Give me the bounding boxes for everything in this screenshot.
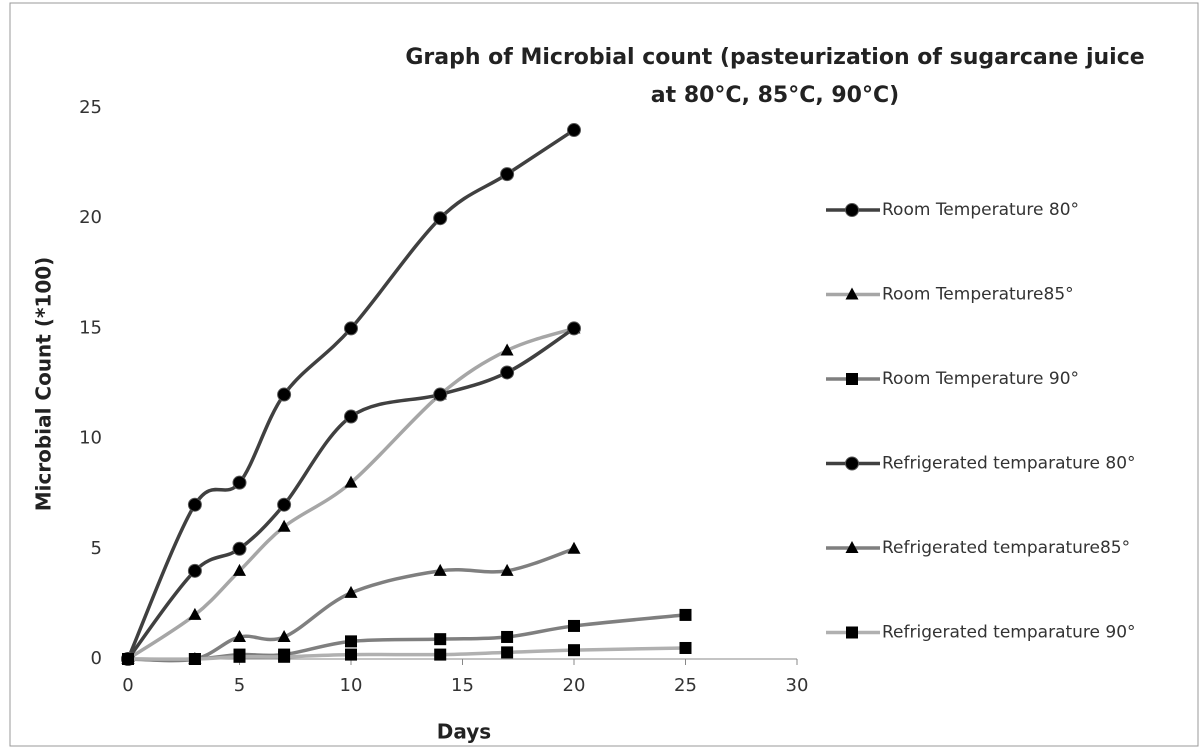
legend-label: Refrigerated temparature85° bbox=[882, 538, 1130, 558]
data-point bbox=[567, 321, 581, 336]
x-tick-label: 15 bbox=[451, 675, 474, 696]
legend-label: Room Temperature85° bbox=[882, 285, 1074, 305]
data-point bbox=[277, 497, 292, 512]
x-tick-label: 20 bbox=[563, 675, 586, 696]
data-point bbox=[187, 497, 202, 512]
data-point bbox=[434, 648, 447, 661]
data-point bbox=[433, 211, 448, 226]
series-line bbox=[126, 128, 575, 660]
x-tick-label: 10 bbox=[340, 675, 363, 696]
data-point bbox=[233, 650, 246, 663]
y-tick-label: 0 bbox=[91, 648, 102, 669]
data-point bbox=[278, 650, 291, 663]
data-point bbox=[501, 630, 514, 643]
y-axis-label: Microbial Count (*100) bbox=[32, 257, 56, 512]
chart-border bbox=[9, 2, 1199, 747]
legend-marker bbox=[845, 541, 859, 553]
data-point bbox=[187, 563, 202, 578]
legend-label: Room Temperature 90° bbox=[882, 369, 1079, 389]
data-point bbox=[345, 648, 357, 661]
data-point bbox=[344, 409, 358, 424]
data-point bbox=[345, 635, 357, 648]
data-point bbox=[500, 167, 515, 182]
series-line bbox=[127, 646, 686, 661]
data-point bbox=[500, 563, 514, 576]
data-point bbox=[501, 646, 514, 659]
data-point bbox=[434, 633, 447, 646]
data-point bbox=[433, 563, 447, 576]
x-tick-label: 30 bbox=[786, 675, 809, 696]
y-tick-label: 20 bbox=[79, 207, 102, 228]
y-tick-label: 25 bbox=[79, 97, 102, 118]
data-point bbox=[188, 653, 201, 665]
legend-marker bbox=[845, 203, 859, 217]
data-point bbox=[232, 475, 247, 490]
data-point bbox=[277, 387, 292, 402]
data-point bbox=[233, 563, 246, 576]
data-point bbox=[344, 475, 358, 488]
x-tick-label: 5 bbox=[234, 675, 245, 696]
legend-label: Refrigerated temparature 90° bbox=[882, 623, 1136, 643]
y-tick-label: 10 bbox=[79, 428, 102, 449]
data-point bbox=[500, 343, 514, 356]
legend-marker bbox=[845, 456, 859, 471]
data-point bbox=[344, 585, 358, 598]
data-point bbox=[433, 387, 448, 402]
x-axis-label: Days bbox=[437, 720, 491, 744]
data-point bbox=[344, 321, 358, 336]
chart-title: at 80°C, 85°C, 90°C) bbox=[651, 83, 899, 108]
data-point bbox=[568, 619, 580, 632]
data-point bbox=[679, 641, 692, 654]
data-point bbox=[567, 541, 581, 554]
chart-title: Graph of Microbial count (pasteurization… bbox=[405, 45, 1144, 70]
data-point bbox=[277, 519, 291, 532]
data-point bbox=[232, 541, 247, 556]
data-point bbox=[277, 629, 291, 642]
x-tick-label: 0 bbox=[122, 675, 133, 696]
data-point bbox=[567, 123, 581, 138]
data-point bbox=[122, 653, 134, 665]
x-tick-label: 25 bbox=[674, 675, 697, 696]
legend-label: Room Temperature 80° bbox=[882, 200, 1079, 220]
legend-marker bbox=[846, 626, 858, 639]
legend-label: Refrigerated temparature 80° bbox=[882, 454, 1136, 474]
data-point bbox=[568, 644, 580, 657]
data-point bbox=[188, 607, 202, 620]
data-point bbox=[233, 629, 246, 642]
y-tick-label: 5 bbox=[91, 538, 102, 559]
data-point bbox=[679, 608, 692, 621]
data-point bbox=[500, 365, 515, 380]
y-tick-label: 15 bbox=[79, 317, 102, 338]
legend-marker bbox=[845, 287, 859, 300]
legend-marker bbox=[846, 373, 858, 385]
series-line bbox=[127, 326, 575, 661]
